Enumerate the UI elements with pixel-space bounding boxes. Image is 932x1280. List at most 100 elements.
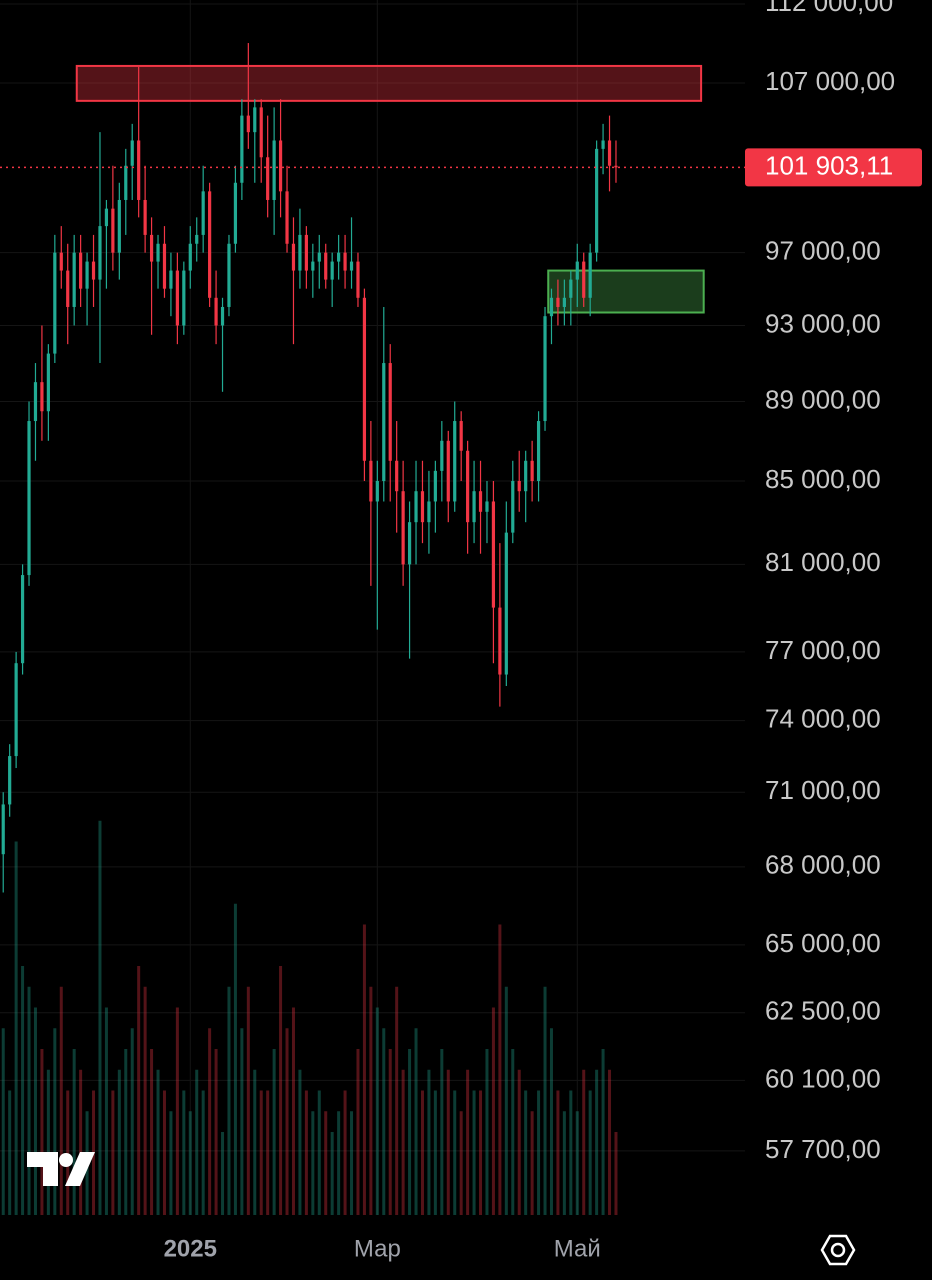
candle-body	[104, 208, 109, 227]
volume-bar	[601, 1049, 605, 1215]
candle-body	[98, 226, 102, 280]
settings-icon	[830, 1242, 846, 1258]
volume-bar	[362, 924, 366, 1215]
candle-body	[324, 252, 328, 280]
candle-body	[453, 421, 457, 502]
settings-button[interactable]	[820, 1234, 856, 1266]
candle-body	[388, 363, 392, 461]
candle-body	[188, 243, 192, 271]
volume-bar	[543, 986, 547, 1215]
volume-bar	[311, 1111, 315, 1215]
candle-body	[266, 157, 270, 200]
volume-bar	[459, 1111, 463, 1215]
last-price-label: 101 903,11	[765, 150, 893, 180]
x-tick-label: 2025	[164, 1235, 217, 1262]
candle-body	[137, 140, 141, 200]
candle-body	[59, 252, 63, 271]
volume-bar	[124, 1049, 128, 1215]
y-tick-label: 77 000,00	[765, 635, 881, 665]
candle-body	[162, 243, 167, 289]
candle-body	[595, 148, 599, 253]
volume-bar	[21, 966, 25, 1215]
volume-bar	[466, 1069, 470, 1215]
volume-bar	[79, 1069, 83, 1215]
candle-body	[466, 450, 470, 523]
candle-body	[491, 501, 496, 608]
candle-body	[182, 270, 186, 326]
volume-bar	[562, 1111, 566, 1215]
candle-body	[40, 382, 44, 412]
volume-bar	[388, 1049, 392, 1215]
candle-body	[169, 270, 173, 289]
candle-body	[291, 243, 296, 271]
volume-bar	[614, 1132, 618, 1215]
candle-body	[530, 460, 534, 482]
volume-bar	[53, 1028, 57, 1215]
candle-body	[427, 501, 431, 523]
volume-bar	[498, 924, 502, 1215]
candle-body	[478, 491, 483, 512]
candle-body	[53, 252, 57, 354]
logo-shape	[59, 1153, 73, 1167]
volume-bar	[227, 986, 231, 1215]
candle-body	[369, 460, 373, 502]
volume-bar	[485, 1049, 489, 1215]
volume-bar	[266, 1090, 270, 1215]
volume-bar	[582, 1069, 586, 1215]
candle-body	[156, 243, 160, 262]
candle-body	[208, 191, 212, 298]
volume-bar	[272, 1049, 276, 1215]
y-tick-label: 60 100,00	[765, 1063, 881, 1093]
candle-body	[524, 460, 528, 492]
volume-bar	[491, 1007, 495, 1215]
candle-body	[298, 234, 302, 271]
volume-bar	[446, 1069, 450, 1215]
volume-bar	[240, 1028, 244, 1215]
x-tick-label: Мар	[354, 1235, 401, 1262]
candle-body	[311, 261, 315, 271]
candle-body	[395, 460, 399, 492]
candle-body	[285, 191, 289, 244]
volume-bar	[511, 1049, 515, 1215]
candle-body	[14, 663, 18, 757]
candle-body	[220, 306, 225, 326]
volume-bar	[27, 986, 31, 1215]
volume-bar	[369, 986, 373, 1215]
volume-bar	[427, 1069, 431, 1215]
candle-body	[588, 252, 592, 298]
volume-bar	[46, 1069, 50, 1215]
y-tick-label: 71 000,00	[765, 775, 881, 805]
volume-bar	[324, 1111, 328, 1215]
candle-body	[343, 252, 347, 271]
volume-bar	[98, 820, 102, 1215]
volume-bar	[201, 1090, 205, 1215]
candle-body	[278, 140, 283, 192]
volume-bar	[14, 841, 18, 1215]
candle-body	[517, 481, 521, 492]
volume-bar	[195, 1069, 199, 1215]
y-tick-label: 68 000,00	[765, 850, 881, 880]
volume-bar	[350, 1111, 354, 1215]
candle-body	[356, 261, 360, 298]
candle-body	[375, 481, 379, 502]
candle-body	[433, 470, 437, 502]
zone	[75, 64, 703, 102]
volume-bar	[524, 1090, 528, 1215]
candle-body	[607, 140, 612, 166]
y-tick-label: 112 000,00	[765, 0, 893, 17]
volume-bar	[72, 1049, 76, 1215]
candle-body	[549, 297, 554, 317]
y-tick-label: 65 000,00	[765, 928, 881, 958]
volume-bar	[169, 1111, 173, 1215]
candle-body	[143, 199, 147, 235]
candle-body	[414, 491, 418, 523]
volume-bar	[401, 1069, 405, 1215]
candle-body	[382, 363, 386, 482]
volume-bar	[156, 1069, 160, 1215]
volume-bar	[259, 1090, 263, 1215]
grid	[0, 0, 745, 1215]
candle-body	[337, 252, 341, 262]
candle-body	[349, 261, 354, 271]
volume-bar	[175, 1007, 179, 1215]
